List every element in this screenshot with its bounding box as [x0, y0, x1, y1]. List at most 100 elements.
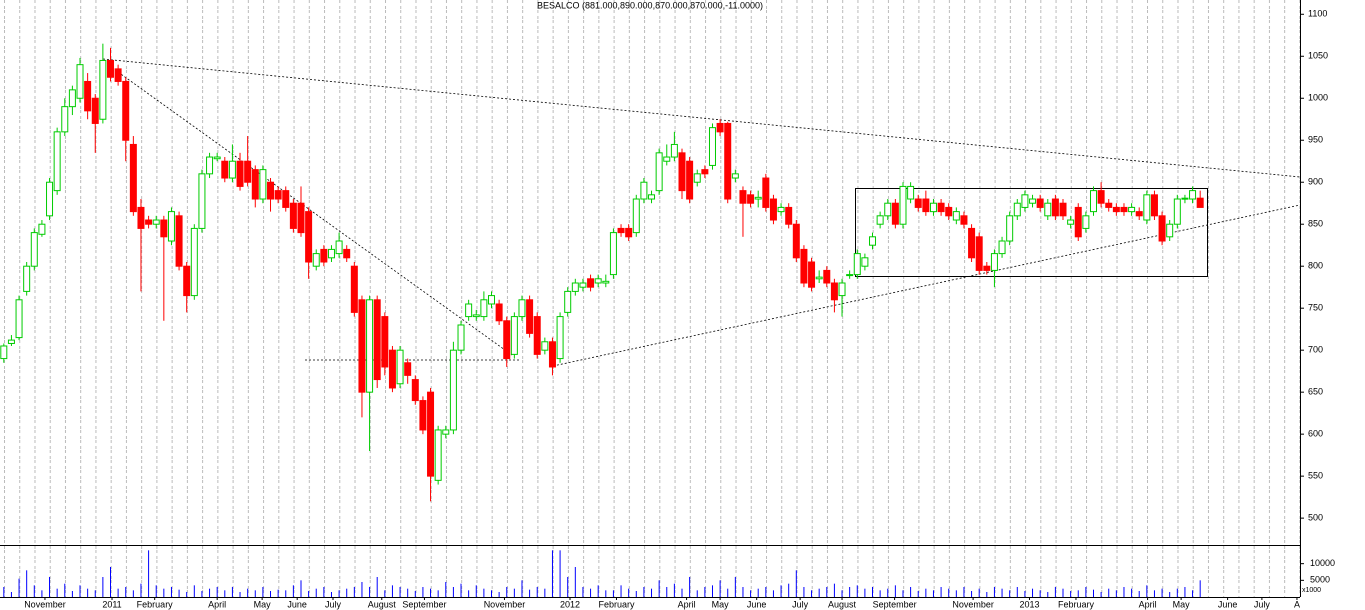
candle-body [716, 122, 724, 133]
candle-body [830, 282, 838, 301]
candle-body [358, 299, 366, 393]
candle-body [579, 282, 587, 288]
candle-body [1181, 197, 1189, 200]
candle-body [693, 173, 701, 183]
candle-body [609, 232, 617, 276]
x-tick-label: June [747, 599, 767, 609]
candle-body [1150, 194, 1158, 217]
x-tick-label: June [287, 599, 307, 609]
candle-body [152, 219, 160, 225]
candle-body [914, 198, 922, 208]
candle-body [1013, 202, 1021, 217]
x-tick-label: February [137, 599, 174, 609]
x-tick-label: May [712, 599, 730, 609]
candle-body [1044, 202, 1052, 217]
candle-body [815, 276, 823, 280]
candle-body [160, 219, 168, 238]
candle-body [998, 240, 1006, 255]
candle-body [533, 316, 541, 355]
candle-body [274, 190, 282, 200]
x-tick-label: November [24, 599, 66, 609]
candle-body [777, 206, 785, 213]
candle-body [327, 248, 335, 259]
candle-body [876, 215, 884, 225]
x-tick-label: July [792, 599, 809, 609]
candle-body [1173, 198, 1181, 225]
x-tick-label: February [1058, 599, 1095, 609]
plot: 500 550 600 650 700 750 800 850 900 950 1000 1050 11… [0, 9, 1335, 609]
volume-unit-label: x1000 [1302, 587, 1321, 594]
candle-body [1036, 198, 1044, 208]
candle-body [381, 316, 389, 368]
candle-body [945, 206, 953, 217]
candle-body [907, 185, 915, 200]
candle-body [267, 181, 275, 200]
candle-body [53, 131, 61, 192]
x-tick-label: 2011 [102, 599, 121, 609]
candle-body [724, 122, 732, 200]
candle-body [670, 143, 678, 158]
candle-body [792, 223, 800, 259]
candle-body [548, 341, 556, 368]
x-tick-label: September [402, 599, 446, 609]
candle-body [960, 215, 968, 225]
trend-line [552, 204, 1301, 367]
candle-body [1166, 223, 1174, 238]
candle-body [221, 160, 229, 179]
x-tick-label: November [484, 599, 526, 609]
candle-body [1089, 190, 1097, 213]
candle-body [739, 190, 747, 204]
candle-body [472, 314, 480, 318]
candle-body [564, 290, 572, 313]
candle-body [686, 160, 694, 200]
candle-body [0, 345, 8, 360]
candle-body [1006, 215, 1014, 242]
candle-body [983, 265, 991, 271]
candle-body [701, 169, 709, 175]
candle-body [129, 143, 137, 213]
x-tick-label: April [678, 599, 696, 609]
x-tick-label: April [1139, 599, 1157, 609]
candle-body [594, 278, 602, 284]
candle-body [251, 169, 259, 200]
y-tick-label: 900 [1308, 177, 1323, 187]
candle-body [396, 349, 404, 385]
candle-body [1189, 190, 1197, 200]
candle-body [76, 64, 84, 99]
candle-body [922, 198, 930, 213]
x-tick-label: July [1254, 599, 1271, 609]
candle-body [388, 349, 396, 389]
x-tick-label: April [208, 599, 226, 609]
candle-body [1158, 215, 1166, 242]
candle-body [206, 156, 214, 175]
y-tick-label: 500 [1308, 513, 1323, 523]
candle-body [503, 320, 511, 360]
candle-body [731, 173, 739, 179]
candle-body [625, 227, 633, 238]
volume-tick-label: 10000 [1310, 558, 1335, 568]
y-tick-label: 1100 [1308, 9, 1327, 19]
candle-body [929, 202, 937, 213]
candle-body [122, 80, 130, 141]
x-tick-label: 2012 [560, 599, 580, 609]
candle-body [190, 227, 198, 297]
candle-body [1196, 197, 1204, 208]
candle-body [846, 274, 854, 277]
candle-body [175, 215, 183, 267]
candle-body [106, 59, 114, 78]
candle-body [571, 282, 579, 292]
candle-body [526, 299, 534, 334]
x-tick-label: 2013 [1019, 599, 1039, 609]
candle-body [289, 202, 297, 229]
candle-body [449, 349, 457, 431]
candle-body [84, 80, 92, 112]
candle-body [183, 265, 191, 297]
candle-body [495, 303, 503, 322]
candle-body [1051, 198, 1059, 217]
candle-body [884, 202, 892, 217]
candle-body [167, 211, 175, 242]
candle-body [465, 303, 473, 318]
x-tick-label: August [368, 599, 397, 609]
candle-body [434, 429, 442, 481]
